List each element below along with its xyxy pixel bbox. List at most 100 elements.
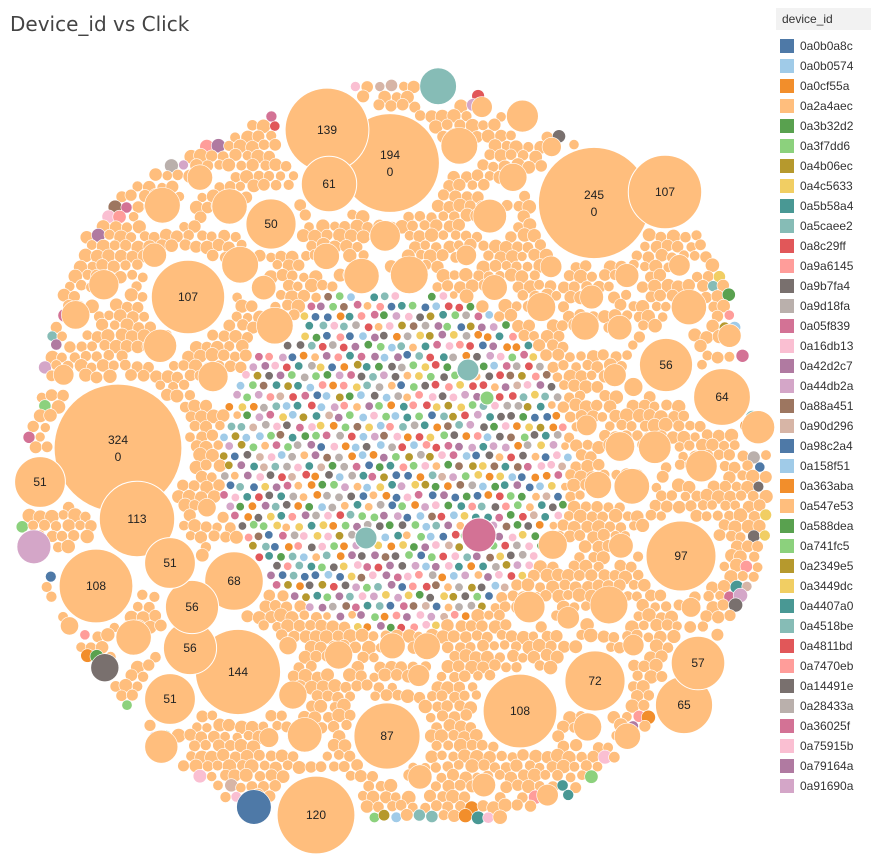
bubble[interactable] <box>392 332 402 342</box>
bubble[interactable] <box>212 478 226 492</box>
bubble[interactable] <box>242 730 254 741</box>
bubble-68[interactable] <box>204 551 264 611</box>
bubble[interactable] <box>379 632 406 659</box>
bubble[interactable] <box>501 521 511 531</box>
bubble[interactable] <box>590 399 604 412</box>
bubble[interactable] <box>420 542 430 552</box>
bubble[interactable] <box>370 432 380 442</box>
bubble[interactable] <box>254 770 266 783</box>
bubble[interactable] <box>556 319 569 332</box>
bubble[interactable] <box>541 136 562 157</box>
bubble[interactable] <box>386 400 396 410</box>
bubble[interactable] <box>509 758 524 773</box>
bubble[interactable] <box>408 360 418 370</box>
bubble[interactable] <box>316 362 326 372</box>
bubble[interactable] <box>437 229 449 241</box>
bubble[interactable] <box>711 351 725 365</box>
bubble[interactable] <box>231 431 241 441</box>
bubble[interactable] <box>393 593 403 603</box>
bubble[interactable] <box>300 372 310 382</box>
bubble[interactable] <box>449 430 459 440</box>
bubble[interactable] <box>614 722 641 750</box>
bubble-108[interactable] <box>58 548 134 624</box>
bubble[interactable] <box>379 431 389 441</box>
bubble[interactable] <box>410 561 420 571</box>
bubble[interactable] <box>485 472 495 482</box>
bubble[interactable] <box>368 811 380 823</box>
bubble[interactable] <box>569 738 583 752</box>
bubble[interactable] <box>282 401 292 411</box>
bubble[interactable] <box>494 513 504 523</box>
bubble[interactable] <box>206 471 218 483</box>
bubble[interactable] <box>556 400 570 414</box>
bubble[interactable] <box>282 462 292 472</box>
bubble[interactable] <box>551 348 565 362</box>
bubble[interactable] <box>310 352 320 362</box>
bubble[interactable] <box>339 302 349 312</box>
bubble[interactable] <box>421 440 431 450</box>
bubble[interactable] <box>270 462 280 472</box>
bubble[interactable] <box>266 431 276 441</box>
bubble[interactable] <box>450 229 462 241</box>
bubble[interactable] <box>311 510 321 520</box>
bubble[interactable] <box>276 511 286 521</box>
bubble[interactable] <box>367 630 380 642</box>
bubble[interactable] <box>288 410 298 420</box>
bubble[interactable] <box>255 431 265 441</box>
bubble[interactable] <box>573 712 602 742</box>
bubble[interactable] <box>341 601 351 611</box>
bubble[interactable] <box>535 520 545 530</box>
bubble[interactable] <box>459 708 473 722</box>
bubble[interactable] <box>590 360 604 374</box>
legend-item[interactable]: 0a14491e <box>776 676 871 696</box>
bubble[interactable] <box>576 414 598 436</box>
bubble[interactable] <box>438 310 448 320</box>
bubble[interactable] <box>194 210 208 224</box>
bubble[interactable] <box>608 533 634 559</box>
bubble[interactable] <box>494 570 504 580</box>
bubble[interactable] <box>369 512 379 522</box>
bubble[interactable] <box>529 269 541 282</box>
bubble[interactable] <box>397 320 407 330</box>
bubble[interactable] <box>560 441 570 451</box>
bubble[interactable] <box>379 688 393 702</box>
bubble[interactable] <box>271 401 281 411</box>
bubble[interactable] <box>517 371 527 381</box>
bubble[interactable] <box>258 138 270 151</box>
bubble[interactable] <box>373 562 383 572</box>
bubble[interactable] <box>431 500 441 510</box>
bubble[interactable] <box>396 481 406 491</box>
bubble[interactable] <box>454 461 464 471</box>
bubble[interactable] <box>513 401 523 411</box>
bubble[interactable] <box>534 620 548 634</box>
bubble[interactable] <box>61 300 91 330</box>
bubble[interactable] <box>532 338 546 352</box>
bubble[interactable] <box>278 412 288 422</box>
bubble[interactable] <box>431 521 441 531</box>
bubble[interactable] <box>424 749 439 764</box>
bubble[interactable] <box>402 492 412 502</box>
bubble[interactable] <box>529 510 539 520</box>
bubble[interactable] <box>275 391 285 401</box>
bubble[interactable] <box>137 670 149 683</box>
bubble[interactable] <box>100 627 116 643</box>
bubble[interactable] <box>502 361 512 371</box>
bubble[interactable] <box>144 187 181 224</box>
bubble[interactable] <box>358 412 368 422</box>
bubble[interactable] <box>350 758 364 772</box>
bubble[interactable] <box>637 319 649 331</box>
bubble[interactable] <box>495 432 505 442</box>
bubble[interactable] <box>513 590 546 623</box>
bubble[interactable] <box>268 779 282 793</box>
bubble[interactable] <box>298 412 308 422</box>
bubble[interactable] <box>498 163 528 192</box>
bubble[interactable] <box>482 249 495 262</box>
bubble[interactable] <box>224 402 234 412</box>
bubble[interactable] <box>413 210 426 223</box>
bubble[interactable] <box>414 411 424 421</box>
bubble[interactable] <box>548 440 558 450</box>
bubble[interactable] <box>56 330 68 342</box>
bubble[interactable] <box>512 480 522 490</box>
bubble[interactable] <box>195 709 209 723</box>
bubble[interactable] <box>299 552 309 562</box>
